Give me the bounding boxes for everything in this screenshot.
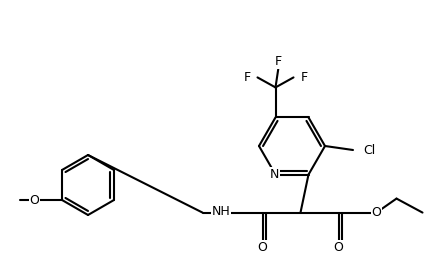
Text: N: N — [270, 168, 279, 181]
Text: O: O — [29, 193, 39, 207]
Text: O: O — [257, 241, 268, 254]
Text: NH: NH — [212, 205, 231, 218]
Text: O: O — [334, 241, 343, 254]
Text: F: F — [275, 55, 282, 68]
Text: F: F — [243, 71, 251, 84]
Text: Cl: Cl — [363, 143, 375, 157]
Text: O: O — [371, 206, 381, 219]
Text: F: F — [301, 71, 308, 84]
